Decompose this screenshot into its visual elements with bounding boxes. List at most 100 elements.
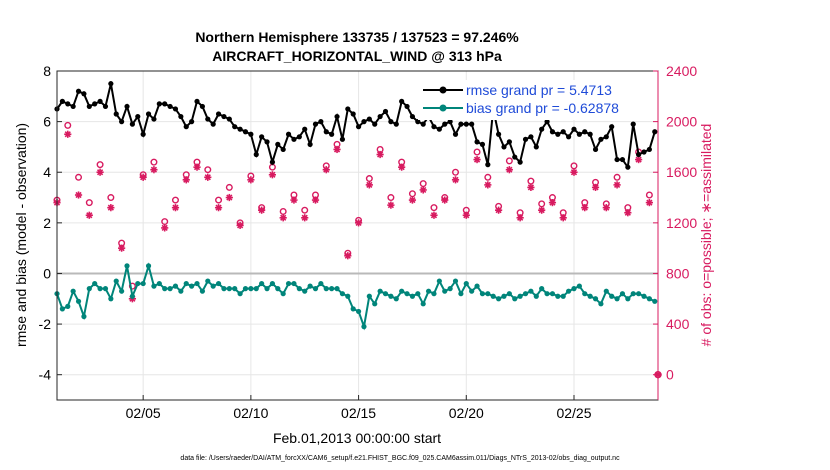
obs-possible-point <box>430 204 438 212</box>
bias-point <box>329 286 335 292</box>
obs-assimilated-point <box>96 168 104 176</box>
rmse-point <box>253 151 259 158</box>
right-tick-label: 800 <box>666 265 690 281</box>
rmse-point <box>636 151 642 158</box>
rmse-point <box>469 121 475 127</box>
bias-point <box>587 293 593 299</box>
bias-point <box>119 288 125 294</box>
bias-point <box>151 283 157 289</box>
rmse-point <box>592 146 599 153</box>
rmse-point <box>81 91 87 97</box>
rmse-point <box>366 116 372 122</box>
rmse-point <box>210 121 216 127</box>
bias-point <box>442 288 448 294</box>
bias-point <box>544 291 550 297</box>
rmse-point <box>334 113 340 120</box>
bias-point <box>399 288 405 294</box>
obs-possible-point <box>225 183 233 191</box>
obs-possible-point <box>75 173 83 181</box>
bias-point <box>366 293 372 299</box>
bias-point <box>86 286 92 292</box>
bias-point <box>345 293 351 299</box>
bias-point <box>210 283 216 289</box>
rmse-point <box>302 126 308 132</box>
rmse-point <box>382 108 389 115</box>
rmse-point <box>242 129 249 135</box>
obs-assimilated-point <box>333 145 341 154</box>
x-axis-label: Feb.01,2013 00:00:00 start <box>273 430 441 446</box>
bias-point <box>97 286 103 292</box>
left-axis-ticks: -4 -2 0 2 4 6 8 <box>39 63 62 383</box>
rmse-point <box>65 101 71 107</box>
bias-line <box>56 262 656 331</box>
bias-point <box>226 286 232 292</box>
rmse-point <box>259 134 265 140</box>
rmse-point <box>522 136 529 142</box>
obs-assimilated-point <box>225 193 233 202</box>
rmse-point <box>275 141 281 147</box>
bias-point <box>145 263 152 269</box>
edge-obs-marker <box>654 370 662 379</box>
obs-possible-point <box>107 194 115 202</box>
bias-point <box>156 280 162 287</box>
rmse-point <box>582 129 588 135</box>
bias-point <box>555 293 561 299</box>
obs-assimilated-point <box>311 196 320 204</box>
obs-assimilated-point <box>236 221 244 229</box>
legend: rmse grand pr = 5.4713 bias grand pr = -… <box>418 80 650 120</box>
left-axis-label: rmse and bias (model - observation) <box>13 123 29 347</box>
obs-possible-point <box>301 206 309 214</box>
x-tick-label: 02/25 <box>556 405 591 421</box>
legend-rmse-label: rmse grand pr = 5.4713 <box>466 82 612 98</box>
bias-point <box>361 324 367 330</box>
obs-possible-point <box>171 196 179 204</box>
bias-point <box>425 288 432 294</box>
rmse-point <box>549 129 556 135</box>
bias-point <box>291 280 297 287</box>
bias-point <box>307 283 313 289</box>
obs-assimilated-point <box>387 201 395 209</box>
obs-assimilated-point <box>161 224 169 232</box>
rmse-point <box>388 119 394 125</box>
bias-point <box>409 293 416 299</box>
obs-assimilated-point <box>548 199 557 207</box>
bias-point <box>436 278 442 284</box>
bias-point <box>194 280 200 287</box>
bias-point <box>506 291 512 297</box>
rmse-point <box>237 126 243 132</box>
obs-possible-point <box>645 191 653 199</box>
bias-point <box>162 286 168 292</box>
rmse-point <box>194 98 200 104</box>
rmse-point <box>75 88 82 94</box>
obs-possible-point <box>505 157 513 165</box>
rmse-point <box>189 119 195 125</box>
rmse-point <box>156 101 162 107</box>
bias-point <box>70 288 76 294</box>
obs-assimilated-point <box>430 211 438 219</box>
rmse-point <box>528 134 534 140</box>
bias-point <box>350 306 356 312</box>
bias-point <box>592 296 599 302</box>
x-axis-ticks: 02/05 02/10 02/15 02/20 02/25 <box>126 395 592 421</box>
obs-possible-point <box>64 121 72 129</box>
rmse-point <box>506 139 512 145</box>
rmse-point <box>323 129 329 135</box>
bias-point <box>582 291 588 297</box>
bias-point <box>280 291 286 297</box>
obs-assimilated-point <box>322 166 330 174</box>
bias-point <box>167 286 173 292</box>
bias-point <box>135 280 141 287</box>
bias-point <box>571 286 577 292</box>
rmse-point <box>97 98 103 104</box>
rmse-point <box>452 131 459 137</box>
bias-point <box>113 278 119 284</box>
obs-assimilated-point <box>451 176 460 184</box>
bias-point <box>264 286 270 292</box>
rmse-point <box>614 156 620 163</box>
rmse-point <box>625 164 631 170</box>
obs-assimilated-point <box>64 130 72 138</box>
rmse-point <box>539 126 545 132</box>
rmse-point <box>124 103 130 110</box>
rmse-point <box>512 154 518 160</box>
rmse-point <box>221 113 227 120</box>
